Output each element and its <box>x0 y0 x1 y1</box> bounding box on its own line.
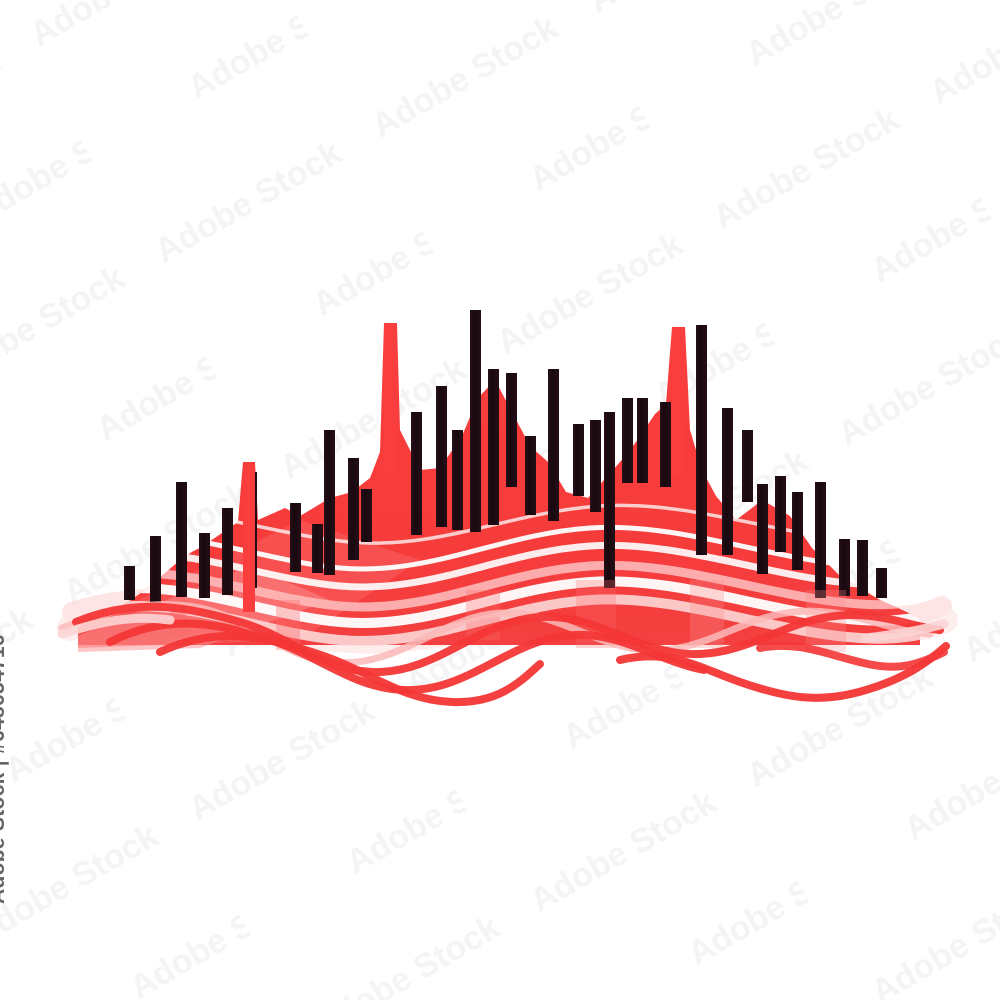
eq-bar <box>411 412 422 535</box>
wave-line-5 <box>616 642 950 702</box>
eq-bar <box>573 424 584 496</box>
eq-bar <box>361 489 372 542</box>
wave-line-6 <box>756 641 948 671</box>
eq-bar <box>839 539 850 596</box>
red-spike <box>243 462 255 612</box>
eq-bar <box>876 568 887 598</box>
red-spike <box>384 323 397 473</box>
eq-bar <box>470 310 481 532</box>
eq-bar <box>176 482 187 597</box>
equalizer-bars <box>124 310 887 605</box>
wave-line-2 <box>72 602 944 677</box>
eq-bar <box>199 533 210 598</box>
wave-line-7-faint-left <box>57 613 175 639</box>
red-spike <box>672 327 685 477</box>
eq-bar <box>696 325 707 555</box>
eq-bar <box>124 566 135 600</box>
eq-bar <box>857 540 868 596</box>
eq-bar <box>506 373 517 487</box>
wave-line-8-faint-right <box>861 619 949 643</box>
wave-lines <box>57 601 950 707</box>
eq-bar <box>452 430 463 530</box>
eq-bar <box>775 476 786 552</box>
eq-bar <box>742 430 753 502</box>
wave-line-4 <box>156 632 544 707</box>
eq-bar <box>590 420 601 512</box>
eq-bar <box>324 430 335 575</box>
eq-bar <box>290 503 301 572</box>
eq-bar <box>815 482 826 598</box>
eq-bar <box>604 412 615 588</box>
eq-bar <box>660 402 671 487</box>
eq-bar <box>722 408 733 555</box>
red-spikes <box>243 323 685 612</box>
eq-bar <box>222 508 233 595</box>
eq-bar <box>488 369 499 525</box>
wave-line-1 <box>58 601 934 667</box>
eq-bar <box>622 398 633 483</box>
eq-bar <box>150 536 161 605</box>
eq-bar <box>348 458 359 560</box>
eq-bar <box>757 484 768 574</box>
eq-bar <box>436 386 447 527</box>
eq-bar <box>637 398 648 483</box>
eq-bar <box>525 436 536 515</box>
eq-bar <box>792 492 803 570</box>
eq-bar <box>548 369 559 521</box>
eq-bar <box>312 524 323 573</box>
